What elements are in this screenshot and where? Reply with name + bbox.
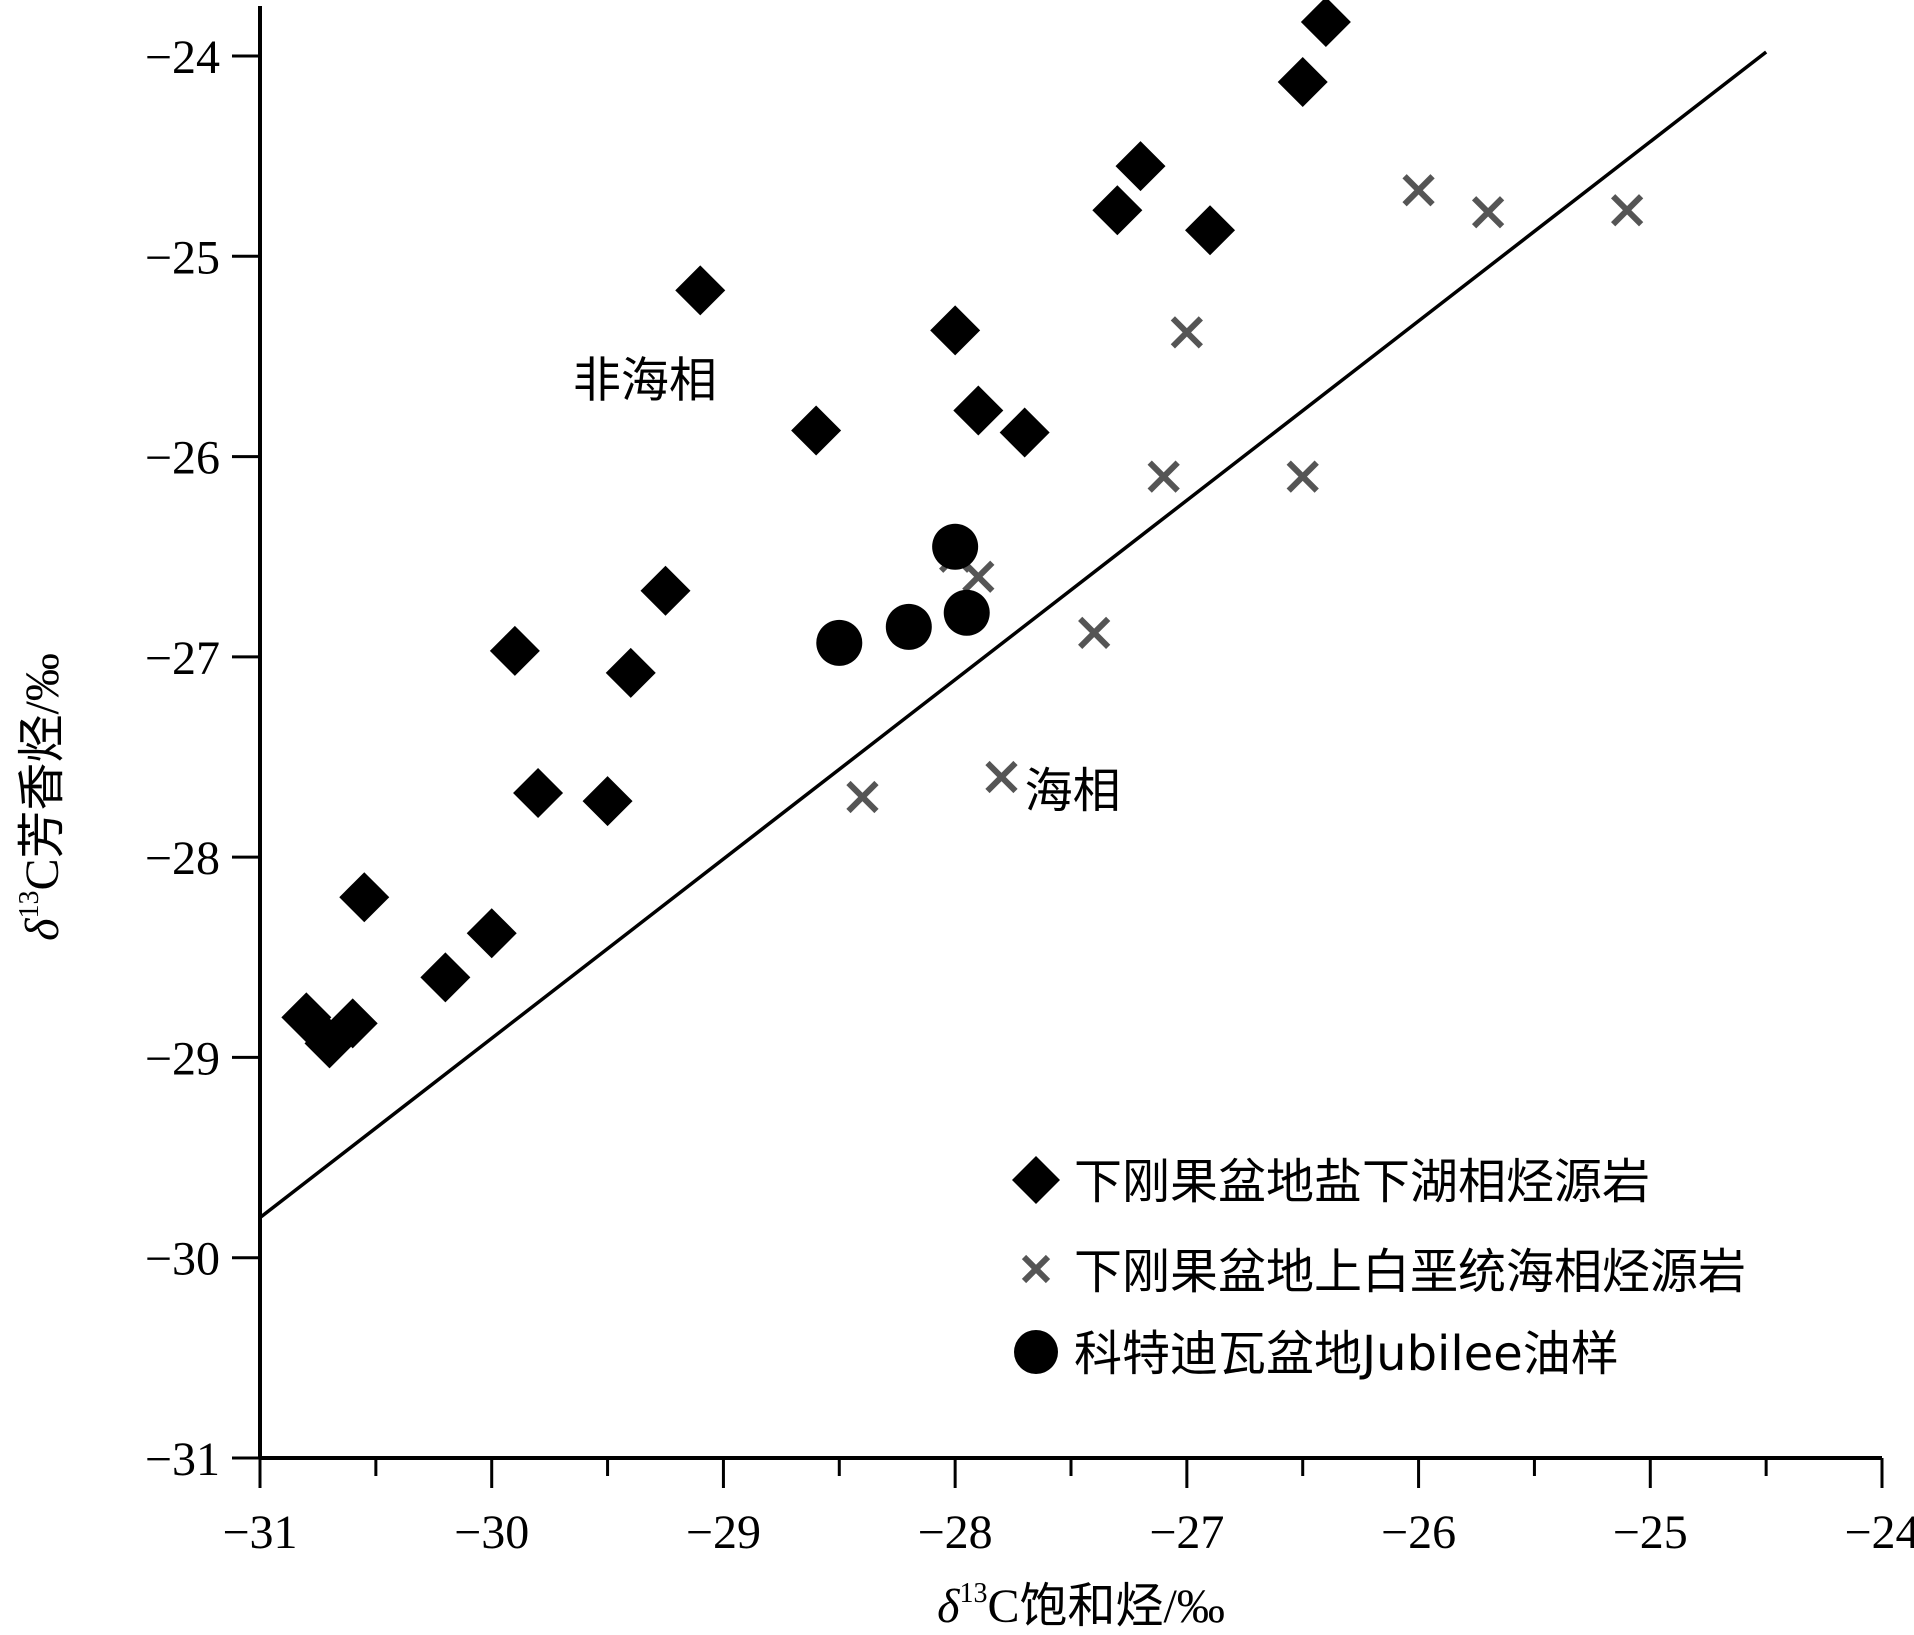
data-point-cross bbox=[985, 760, 1018, 794]
y-tick-label: −27 bbox=[145, 632, 220, 685]
legend-label-lacustrine: 下刚果盆地盐下湖相烃源岩 bbox=[1074, 1154, 1650, 1210]
data-point-cross bbox=[1471, 196, 1505, 229]
data-point-cross bbox=[1402, 174, 1435, 207]
y-tick-label: −28 bbox=[145, 832, 220, 885]
data-point-diamond bbox=[466, 908, 517, 959]
cross-stroke bbox=[1078, 616, 1111, 649]
legend-marker-circle bbox=[1014, 1330, 1058, 1374]
data-point-diamond bbox=[513, 768, 564, 819]
data-point-cross bbox=[1286, 460, 1319, 493]
y-tick-label: −29 bbox=[145, 1032, 220, 1085]
cross-stroke bbox=[1610, 194, 1644, 227]
legend-cross-shape bbox=[1021, 1254, 1051, 1284]
data-point-cross bbox=[1170, 316, 1203, 349]
data-point-diamond bbox=[339, 872, 390, 923]
y-tick-label: −26 bbox=[145, 432, 220, 485]
y-axis-label-sup: 13 bbox=[14, 891, 45, 919]
data-point-diamond bbox=[1115, 141, 1166, 192]
legend-marker-cross bbox=[1021, 1254, 1051, 1284]
data-point-diamond bbox=[791, 405, 842, 456]
data-point-diamond bbox=[605, 647, 656, 698]
y-tick-label: −31 bbox=[145, 1433, 220, 1486]
data-point-diamond bbox=[999, 407, 1050, 458]
y-axis-label-main: C芳香烃/‰ bbox=[16, 653, 69, 890]
data-point-diamond bbox=[489, 625, 540, 676]
x-tick-label: −28 bbox=[918, 1506, 993, 1559]
y-axis-label-delta: δ bbox=[16, 918, 69, 941]
x-axis-label-main: C饱和烃/‰ bbox=[987, 1580, 1224, 1633]
data-point-cross bbox=[1610, 194, 1644, 227]
x-tick-label: −27 bbox=[1149, 1506, 1224, 1559]
cross-stroke bbox=[1286, 460, 1319, 493]
data-point-diamond bbox=[420, 952, 471, 1003]
annotation-marine: 海相 bbox=[1025, 763, 1121, 819]
data-point-diamond bbox=[1300, 0, 1351, 47]
y-tick-label: −24 bbox=[145, 31, 220, 84]
legend: 下刚果盆地盐下湖相烃源岩 下刚果盆地上白垩统海相烃源岩 科特迪瓦盆地Jubile… bbox=[1012, 1154, 1746, 1382]
x-tick-label: −24 bbox=[1844, 1506, 1914, 1559]
data-point-diamond bbox=[675, 265, 726, 316]
cross-stroke bbox=[846, 780, 879, 814]
data-point-circle bbox=[943, 589, 990, 636]
y-tick-label: −30 bbox=[145, 1233, 220, 1286]
x-tick-label: −25 bbox=[1613, 1506, 1688, 1559]
cross-stroke bbox=[1471, 196, 1505, 229]
x-axis-label-delta: δ bbox=[937, 1580, 960, 1633]
cross-stroke bbox=[1147, 460, 1180, 493]
reference-line bbox=[258, 50, 1768, 1220]
cross-stroke bbox=[1021, 1254, 1051, 1284]
annotation-non-marine: 非海相 bbox=[573, 352, 717, 408]
legend-label-marine: 下刚果盆地上白垩统海相烃源岩 bbox=[1074, 1244, 1746, 1300]
cross-stroke bbox=[985, 760, 1018, 794]
data-point-diamond bbox=[281, 992, 332, 1043]
data-point-cross bbox=[962, 560, 995, 593]
x-tick-label: −29 bbox=[686, 1506, 761, 1559]
data-point-cross bbox=[846, 780, 879, 814]
data-point-diamond bbox=[1185, 205, 1236, 256]
data-point-circle bbox=[885, 603, 932, 650]
y-axis-label: δ13C芳香烃/‰ bbox=[14, 653, 69, 941]
data-point-diamond bbox=[640, 565, 691, 616]
legend-circle-shape bbox=[1014, 1330, 1058, 1374]
data-point-circle bbox=[932, 523, 979, 570]
x-tick-label: −26 bbox=[1381, 1506, 1456, 1559]
data-point-diamond bbox=[327, 998, 378, 1049]
cross-stroke bbox=[962, 560, 995, 593]
x-axis-label-sup: 13 bbox=[959, 1578, 987, 1609]
data-point-circle bbox=[816, 619, 863, 666]
cross-stroke bbox=[1170, 316, 1203, 349]
data-point-diamond bbox=[1277, 57, 1328, 108]
data-point-diamond bbox=[953, 385, 1004, 436]
legend-marker-diamond bbox=[1012, 1156, 1060, 1204]
data-point-diamond bbox=[930, 305, 981, 356]
data-point-diamond bbox=[1092, 185, 1143, 236]
x-tick-label: −30 bbox=[454, 1506, 529, 1559]
data-point-cross bbox=[1147, 460, 1180, 493]
legend-label-jubilee: 科特迪瓦盆地Jubilee油样 bbox=[1074, 1326, 1619, 1382]
data-point-cross bbox=[1078, 616, 1111, 649]
cross-stroke bbox=[1402, 174, 1435, 207]
x-tick-label: −31 bbox=[222, 1506, 297, 1559]
x-axis-label: δ13C饱和烃/‰ bbox=[937, 1578, 1225, 1633]
data-point-diamond bbox=[582, 776, 633, 827]
legend-diamond-shape bbox=[1012, 1156, 1060, 1204]
y-tick-label: −25 bbox=[145, 231, 220, 284]
